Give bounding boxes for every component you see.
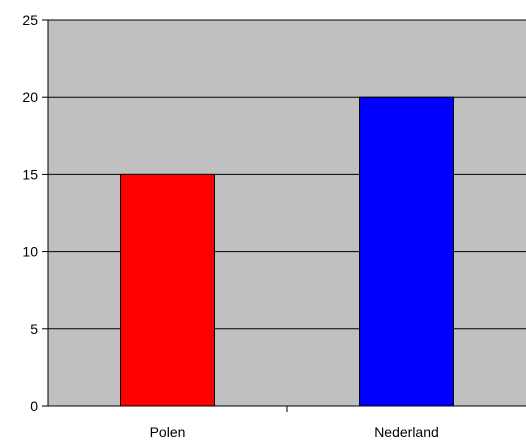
y-tick-label: 25 <box>22 12 38 28</box>
y-axis-tick-labels: 0 5 10 15 20 25 <box>22 12 38 414</box>
y-tick-label: 20 <box>22 89 38 105</box>
x-category-label: Nederland <box>374 424 439 440</box>
y-tick-label: 5 <box>30 321 38 337</box>
x-category-label: Polen <box>150 424 186 440</box>
axes <box>42 19 526 412</box>
y-tick-label: 10 <box>22 244 38 260</box>
y-tick-label: 0 <box>30 398 38 414</box>
bar-nederland <box>359 96 454 407</box>
y-tick-label: 15 <box>22 166 38 182</box>
x-axis-category-labels: Polen Nederland <box>150 424 439 440</box>
plot-area <box>48 20 526 406</box>
bar-polen <box>120 173 215 407</box>
bars <box>120 96 454 407</box>
